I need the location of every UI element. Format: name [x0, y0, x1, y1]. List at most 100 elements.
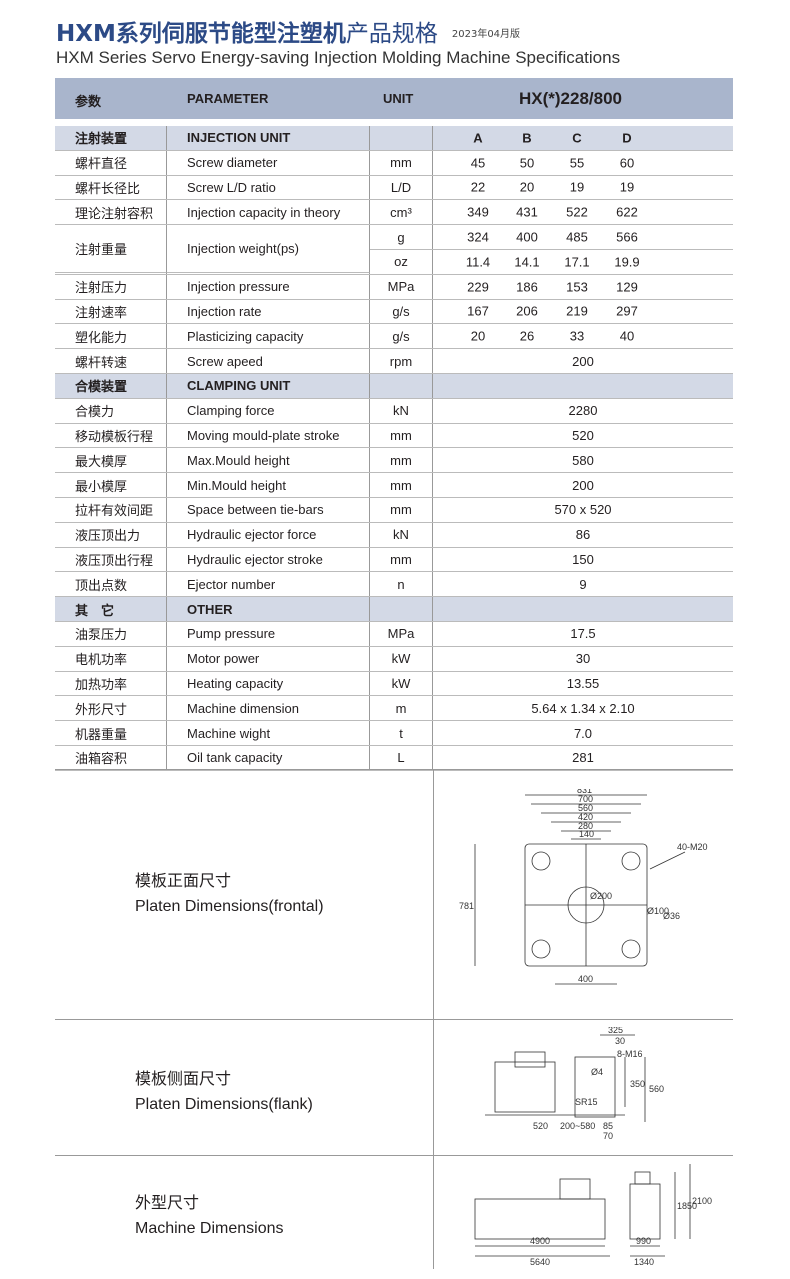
param-cn: 最小模厚 — [55, 473, 167, 497]
svg-text:990: 990 — [636, 1236, 651, 1246]
values: 570 x 520 — [554, 502, 612, 518]
param-cn: 外形尺寸 — [55, 696, 167, 721]
param-en: Oil tank capacity — [167, 745, 370, 770]
param-cn: 拉杆有效间距 — [55, 497, 167, 522]
svg-text:325: 325 — [608, 1027, 623, 1035]
table-row: 最小模厚 Min.Mould height mm 200 — [55, 473, 733, 498]
table-row: 机器重量 Machine wight t 7.0 — [55, 721, 733, 746]
model-name: HX(*)228/800 — [519, 89, 623, 108]
value: 60 — [619, 155, 635, 171]
svg-text:Ø100: Ø100 — [647, 906, 669, 916]
param-en: Injection pressure — [167, 274, 370, 299]
values: 13.55 — [566, 675, 600, 691]
table-row: oz 11.4 14.1 17.1 19.9 — [55, 249, 733, 275]
frontal-label: 模板正面尺寸 Platen Dimensions(frontal) — [135, 873, 324, 915]
svg-text:Ø200: Ø200 — [590, 891, 612, 901]
svg-text:140: 140 — [579, 829, 594, 839]
values: 324 400 485 566 — [433, 225, 733, 249]
unit — [370, 126, 433, 150]
page-subtitle: HXM Series Servo Energy-saving Injection… — [56, 48, 621, 67]
value: C — [572, 130, 582, 146]
spec-table: 注射装置 INJECTION UNIT A B C D 螺杆直径 Screw diameter… — [55, 126, 733, 771]
param-cn: 最大模厚 — [55, 448, 167, 473]
value: 219 — [566, 303, 588, 319]
unit: n — [370, 572, 433, 597]
unit: mm — [370, 547, 433, 572]
value: 40 — [619, 328, 635, 344]
value: 297 — [616, 303, 638, 319]
frontal-drawing: 831 700 560 420 280 140 781 400 40-M20 Ø… — [459, 789, 708, 985]
table-row: 螺杆转速 Screw apeed rpm 200 — [55, 349, 733, 374]
table-row: 塑化能力 Plasticizing capacity g/s 20 26 33 40 — [55, 324, 733, 350]
drawings-section: 模板正面尺寸 Platen Dimensions(frontal) 模板侧面尺寸 P… — [55, 769, 733, 1269]
values — [433, 597, 733, 621]
table-row: 理论注射容积 Injection capacity in theory cm³ 349… — [55, 200, 733, 226]
param-cn: 电机功率 — [55, 646, 167, 671]
param-en: Pump pressure — [167, 621, 370, 646]
param-en: Injection capacity in theory — [167, 200, 370, 225]
unit: cm³ — [370, 200, 433, 225]
values: 150 — [572, 551, 594, 567]
svg-text:8-M16: 8-M16 — [617, 1049, 643, 1059]
value: 45 — [470, 155, 486, 171]
param-cn: 移动模板行程 — [55, 423, 167, 448]
svg-text:40-M20: 40-M20 — [677, 842, 708, 852]
param-en: Heating capacity — [167, 671, 370, 696]
param-en: Injection rate — [167, 299, 370, 324]
section-row: 其 它 OTHER — [55, 597, 733, 622]
param-cn: 螺杆转速 — [55, 349, 167, 373]
param-en: Screw diameter — [167, 150, 370, 175]
value: 26 — [519, 328, 535, 344]
param-en: Ejector number — [167, 572, 370, 597]
values: 5.64 x 1.34 x 2.10 — [531, 700, 635, 716]
value: 485 — [566, 229, 588, 245]
value: 229 — [467, 279, 489, 295]
param-en: Min.Mould height — [167, 473, 370, 497]
unit — [370, 597, 433, 621]
value: 186 — [516, 279, 538, 295]
table-row: 注射速率 Injection rate g/s 167 206 219 297 — [55, 299, 733, 325]
param-cn: 理论注射容积 — [55, 200, 167, 225]
table-row: 最大模厚 Max.Mould height mm 580 — [55, 448, 733, 474]
unit: mm — [370, 473, 433, 497]
value: D — [622, 130, 632, 146]
values: 45 50 55 60 — [433, 151, 733, 175]
section-row: 合模装置 CLAMPING UNIT — [55, 373, 733, 399]
svg-text:350: 350 — [630, 1079, 645, 1089]
values: 281 — [572, 750, 594, 766]
table-row: 移动模板行程 Moving mould-plate stroke mm 520 — [55, 423, 733, 449]
table-row: 顶出点数 Ejector number n 9 — [55, 572, 733, 598]
unit: L — [370, 745, 433, 770]
param-en: Injection weight(ps) — [167, 225, 370, 273]
unit: g/s — [370, 299, 433, 324]
param-en: Machine wight — [167, 721, 370, 745]
values: 17.5 — [570, 626, 596, 642]
param-en: Max.Mould height — [167, 448, 370, 473]
param-en: Clamping force — [167, 398, 370, 423]
values: 11.4 14.1 17.1 19.9 — [433, 250, 733, 274]
table-row: 液压顶出力 Hydraulic ejector force kN 86 — [55, 522, 733, 548]
svg-text:70: 70 — [603, 1131, 613, 1141]
value: 22 — [470, 179, 486, 195]
unit — [370, 373, 433, 398]
value: 20 — [519, 179, 535, 195]
svg-text:200~580: 200~580 — [560, 1121, 595, 1131]
svg-text:781: 781 — [459, 901, 474, 911]
flank-label: 模板侧面尺寸 Platen Dimensions(flank) — [135, 1071, 313, 1113]
svg-text:560: 560 — [578, 803, 593, 813]
svg-text:5640: 5640 — [530, 1257, 550, 1267]
svg-text:30: 30 — [615, 1036, 625, 1046]
param-en: INJECTION UNIT — [167, 126, 370, 150]
table-row: 拉杆有效间距 Space between tie-bars mm 570 x 520 — [55, 497, 733, 523]
unit: g/s — [370, 324, 433, 349]
svg-text:Ø36: Ø36 — [663, 911, 680, 921]
value: 566 — [616, 229, 638, 245]
value: 324 — [467, 229, 489, 245]
table-row: 螺杆直径 Screw diameter mm 45 50 55 60 — [55, 150, 733, 176]
value: 129 — [616, 279, 638, 295]
machine-label: 外型尺寸 Machine Dimensions — [135, 1195, 284, 1237]
value: 19.9 — [614, 254, 640, 270]
svg-text:1340: 1340 — [634, 1257, 654, 1267]
values: 30 — [575, 651, 591, 667]
param-cn: 油泵压力 — [55, 621, 167, 646]
